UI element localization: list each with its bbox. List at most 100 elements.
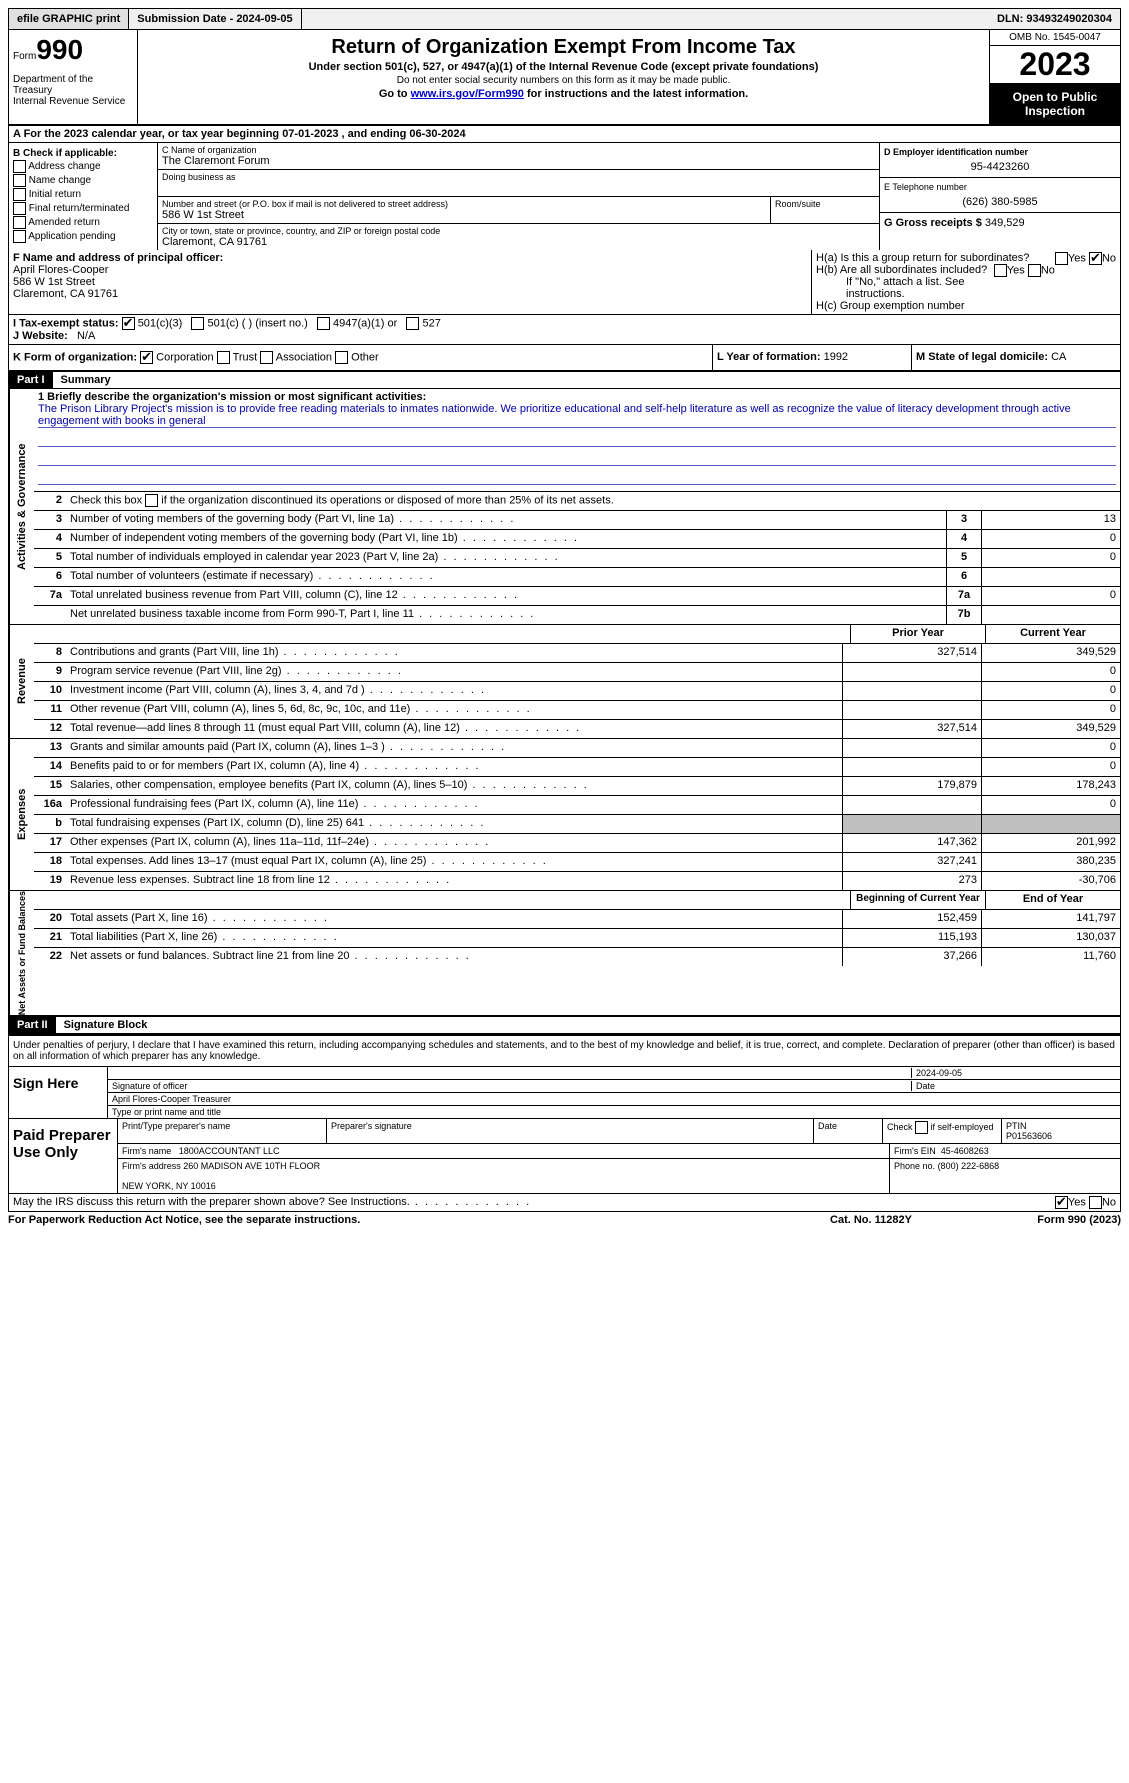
side-activities: Activities & Governance [9, 389, 34, 624]
form-footer: Form 990 (2023) [971, 1214, 1121, 1226]
discuss-yes-checkbox[interactable] [1055, 1196, 1068, 1209]
end-year-header: End of Year [985, 891, 1120, 909]
line-6-value [981, 568, 1120, 586]
line-5-box: 5 [946, 549, 981, 567]
row-a-tax-year: A For the 2023 calendar year, or tax yea… [8, 126, 1121, 143]
line-7b-text: Net unrelated business taxable income fr… [66, 606, 946, 624]
line-11-text: Other revenue (Part VIII, column (A), li… [66, 701, 842, 719]
firm-name: 1800ACCOUNTANT LLC [179, 1146, 280, 1156]
final-return-checkbox[interactable] [13, 202, 26, 215]
line-19-text: Revenue less expenses. Subtract line 18 … [66, 872, 842, 890]
line-16a-current: 0 [981, 796, 1120, 814]
hb-no-checkbox[interactable] [1028, 264, 1041, 277]
firm-addr1: 260 MADISON AVE 10TH FLOOR [183, 1161, 320, 1171]
discuss-no-checkbox[interactable] [1089, 1196, 1102, 1209]
line-3-box: 3 [946, 511, 981, 529]
line-12-prior: 327,514 [842, 720, 981, 738]
line-18-current: 380,235 [981, 853, 1120, 871]
cat-number: Cat. No. 11282Y [771, 1214, 971, 1226]
line-22-current: 11,760 [981, 948, 1120, 966]
hb-note: If "No," attach a list. See instructions… [816, 276, 1116, 300]
line-18-text: Total expenses. Add lines 13–17 (must eq… [66, 853, 842, 871]
form-label: Form990 [13, 34, 133, 66]
address-change-checkbox[interactable] [13, 160, 26, 173]
form-title: Return of Organization Exempt From Incom… [142, 36, 985, 59]
dept-label: Department of the Treasury Internal Reve… [13, 74, 133, 107]
signature-intro: Under penalties of perjury, I declare th… [9, 1036, 1120, 1066]
amended-return-checkbox[interactable] [13, 216, 26, 229]
4947-checkbox[interactable] [317, 317, 330, 330]
line-b-prior [842, 815, 981, 833]
line-17-text: Other expenses (Part IX, column (A), lin… [66, 834, 842, 852]
officer-name: April Flores-Cooper [13, 264, 807, 276]
line-10-current: 0 [981, 682, 1120, 700]
application-pending-checkbox[interactable] [13, 230, 26, 243]
part1-title: Summary [53, 372, 119, 388]
row-j-label: J Website: [13, 330, 68, 342]
name-change-checkbox[interactable] [13, 174, 26, 187]
self-employed-checkbox[interactable] [915, 1121, 928, 1134]
line-13-current: 0 [981, 739, 1120, 757]
col-b-checkboxes: B Check if applicable: Address change Na… [9, 143, 158, 250]
state-domicile: CA [1051, 351, 1066, 363]
other-checkbox[interactable] [335, 351, 348, 364]
part1-header: Part I [9, 372, 53, 388]
prior-year-header: Prior Year [850, 625, 985, 643]
association-checkbox[interactable] [260, 351, 273, 364]
line1-label: 1 Briefly describe the organization's mi… [38, 391, 1116, 403]
current-year-header: Current Year [985, 625, 1120, 643]
phone-label: E Telephone number [884, 182, 1116, 192]
side-expenses: Expenses [9, 739, 34, 890]
hb-yes-checkbox[interactable] [994, 264, 1007, 277]
line-14-current: 0 [981, 758, 1120, 776]
form-instructions-link: Go to www.irs.gov/Form990 for instructio… [142, 88, 985, 100]
line-9-current: 0 [981, 663, 1120, 681]
527-checkbox[interactable] [406, 317, 419, 330]
dln: DLN: 93493249020304 [989, 9, 1120, 29]
firm-addr2: NEW YORK, NY 10016 [122, 1181, 216, 1191]
irs-link[interactable]: www.irs.gov/Form990 [411, 88, 524, 100]
line-15-text: Salaries, other compensation, employee b… [66, 777, 842, 795]
paperwork-notice: For Paperwork Reduction Act Notice, see … [8, 1214, 771, 1226]
form-header: Form990 Department of the Treasury Inter… [8, 30, 1121, 126]
line-22-text: Net assets or fund balances. Subtract li… [66, 948, 842, 966]
line-7b-value [981, 606, 1120, 624]
line-12-text: Total revenue—add lines 8 through 11 (mu… [66, 720, 842, 738]
line-20-prior: 152,459 [842, 910, 981, 928]
corporation-checkbox[interactable] [140, 351, 153, 364]
ha-no-checkbox[interactable] [1089, 252, 1102, 265]
firm-phone: (800) 222-6868 [938, 1161, 1000, 1171]
omb-number: OMB No. 1545-0047 [990, 30, 1120, 46]
line-13-prior [842, 739, 981, 757]
line2-checkbox[interactable] [145, 494, 158, 507]
line-14-prior [842, 758, 981, 776]
initial-return-checkbox[interactable] [13, 188, 26, 201]
officer-addr2: Claremont, CA 91761 [13, 288, 807, 300]
line-15-current: 178,243 [981, 777, 1120, 795]
hb-subordinates: H(b) Are all subordinates included? Yes … [816, 264, 1116, 276]
efile-print-button[interactable]: efile GRAPHIC print [9, 9, 129, 29]
open-to-public: Open to Public Inspection [990, 84, 1120, 124]
501c3-checkbox[interactable] [122, 317, 135, 330]
part2-title: Signature Block [56, 1017, 156, 1033]
year-formation: 1992 [824, 351, 848, 363]
org-name-label: C Name of organization [162, 145, 875, 155]
trust-checkbox[interactable] [217, 351, 230, 364]
ha-yes-checkbox[interactable] [1055, 252, 1068, 265]
line-13-text: Grants and similar amounts paid (Part IX… [66, 739, 842, 757]
line-15-prior: 179,879 [842, 777, 981, 795]
officer-signature: April Flores-Cooper Treasurer [112, 1094, 231, 1104]
ptin-value: P01563606 [1006, 1131, 1052, 1141]
501c-checkbox[interactable] [191, 317, 204, 330]
sig-date: 2024-09-05 [911, 1068, 1116, 1078]
line-12-current: 349,529 [981, 720, 1120, 738]
line-b-text: Total fundraising expenses (Part IX, col… [66, 815, 842, 833]
part2-header: Part II [9, 1017, 56, 1033]
line-7b-box: 7b [946, 606, 981, 624]
topbar: efile GRAPHIC print Submission Date - 20… [8, 8, 1121, 30]
mission-text: The Prison Library Project's mission is … [38, 403, 1116, 428]
line-21-current: 130,037 [981, 929, 1120, 947]
addr-label: Number and street (or P.O. box if mail i… [162, 199, 766, 209]
line-16a-prior [842, 796, 981, 814]
row-i-label: I Tax-exempt status: [13, 317, 119, 329]
